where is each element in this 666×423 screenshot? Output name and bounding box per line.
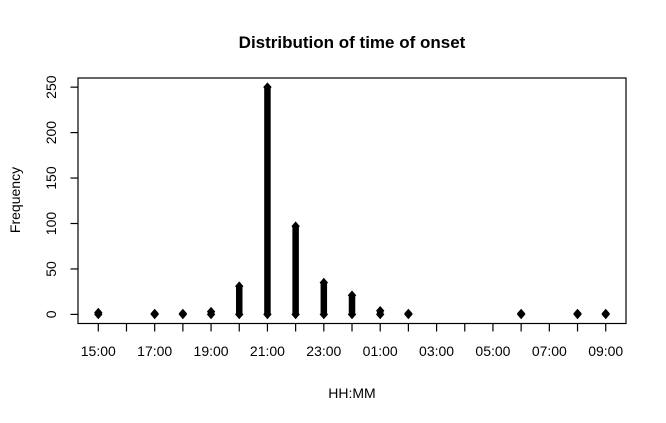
data-spike bbox=[376, 305, 385, 320]
data-spike bbox=[516, 308, 526, 320]
y-tick-label: 150 bbox=[43, 166, 59, 190]
x-tick-label: 09:00 bbox=[588, 343, 623, 359]
diamond-marker bbox=[347, 309, 357, 320]
diamond-marker bbox=[206, 306, 216, 317]
data-spike bbox=[178, 308, 188, 320]
data-spike bbox=[263, 82, 272, 320]
x-axis-label: HH:MM bbox=[328, 385, 375, 401]
data-spike bbox=[235, 281, 244, 320]
diamond-marker bbox=[319, 277, 329, 288]
diamond-marker bbox=[263, 309, 272, 320]
diamond-marker bbox=[235, 309, 244, 320]
x-tick-label: 01:00 bbox=[363, 343, 398, 359]
x-tick-label: 19:00 bbox=[194, 343, 229, 359]
y-tick-label: 200 bbox=[43, 121, 59, 145]
x-tick-label: 03:00 bbox=[419, 343, 454, 359]
data-spike bbox=[404, 308, 413, 320]
x-tick-label: 07:00 bbox=[532, 343, 567, 359]
diamond-marker bbox=[94, 307, 103, 318]
y-tick-label: 0 bbox=[43, 310, 59, 318]
y-axis-label: Frequency bbox=[7, 167, 23, 233]
data-spike bbox=[573, 308, 582, 320]
diamond-marker bbox=[376, 305, 385, 316]
y-axis-ticks: 0 50 100 150 200 250 bbox=[43, 75, 78, 318]
y-tick-label: 250 bbox=[43, 75, 59, 99]
x-axis-ticks: 15:00 17:00 19:00 21:00 23:00 01:00 03:00 05:00… bbox=[81, 323, 623, 359]
data-spike bbox=[347, 290, 357, 320]
diamond-marker bbox=[291, 221, 300, 232]
x-tick-label: 05:00 bbox=[475, 343, 510, 359]
data-spike bbox=[601, 308, 610, 320]
y-tick-label: 50 bbox=[43, 261, 59, 277]
chart-title: Distribution of time of onset bbox=[239, 33, 466, 52]
data-spike bbox=[150, 308, 159, 320]
diamond-marker bbox=[404, 308, 413, 319]
x-tick-label: 17:00 bbox=[137, 343, 172, 359]
data-spike bbox=[94, 307, 103, 320]
diamond-marker bbox=[516, 308, 526, 319]
diamond-marker bbox=[601, 308, 610, 319]
diamond-marker bbox=[235, 281, 244, 292]
diamond-marker bbox=[573, 308, 582, 319]
data-spike bbox=[291, 221, 300, 320]
diamond-marker bbox=[347, 290, 357, 301]
diamond-marker bbox=[291, 309, 300, 320]
x-tick-label: 21:00 bbox=[250, 343, 285, 359]
y-tick-label: 100 bbox=[43, 212, 59, 236]
diamond-marker bbox=[178, 308, 188, 319]
x-tick-label: 15:00 bbox=[81, 343, 116, 359]
data-spikes bbox=[94, 82, 610, 320]
diamond-marker bbox=[319, 309, 329, 320]
data-spike bbox=[319, 277, 329, 320]
data-spike bbox=[206, 306, 216, 320]
x-tick-label: 23:00 bbox=[306, 343, 341, 359]
diamond-marker bbox=[150, 308, 159, 319]
diamond-marker bbox=[263, 82, 272, 92]
